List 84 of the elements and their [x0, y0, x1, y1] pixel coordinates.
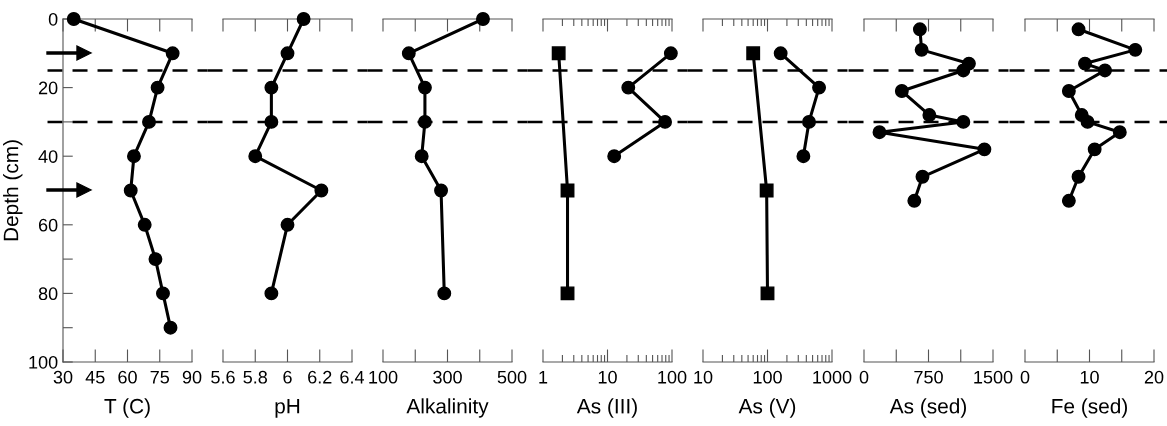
point	[280, 217, 295, 232]
point	[296, 12, 311, 26]
point	[165, 46, 180, 61]
point	[417, 114, 432, 129]
point	[163, 320, 178, 335]
point	[1112, 125, 1127, 140]
point	[1128, 42, 1143, 57]
x-tick-label: 90	[182, 370, 202, 384]
point	[248, 149, 263, 164]
y-tick-label: 60	[38, 218, 58, 232]
point	[915, 169, 930, 184]
point	[150, 80, 165, 95]
x-tick-label: 1	[539, 371, 548, 384]
point	[956, 114, 971, 129]
point	[1098, 63, 1112, 78]
x-tick-label: 10	[598, 370, 617, 384]
point	[914, 42, 929, 57]
point	[437, 286, 452, 301]
point	[280, 46, 295, 61]
y-axis-title: Depth (cm)	[3, 140, 23, 241]
point	[127, 149, 141, 164]
x-tick-label: 5.6	[211, 370, 235, 384]
x-axis-title: pH	[275, 399, 300, 418]
x-tick-label: 6	[283, 370, 292, 384]
x-tick-label: 100	[369, 370, 398, 384]
point	[977, 142, 992, 157]
point	[264, 114, 279, 129]
x-tick-label: 0	[859, 370, 869, 384]
x-tick-label: 10	[694, 370, 713, 384]
point	[401, 46, 416, 61]
point	[264, 286, 279, 301]
point	[123, 183, 138, 198]
x-axis-title: Alkalinity	[406, 398, 489, 418]
x-tick-label: 0	[1020, 370, 1030, 384]
point	[156, 286, 170, 301]
x-axis-title: Fe (sed)	[1052, 398, 1127, 418]
x-tick-label: 300	[433, 370, 462, 384]
x-tick-label: 30	[53, 370, 73, 384]
point	[922, 108, 937, 122]
x-axis-title: As (V)	[738, 398, 796, 418]
point	[907, 193, 922, 208]
point	[476, 12, 490, 26]
x-tick-label: 60	[118, 370, 137, 384]
point	[1071, 169, 1086, 184]
x-tick-label: 1500	[974, 370, 1013, 384]
point	[1080, 114, 1095, 129]
point	[872, 125, 887, 140]
y-tick-label: 20	[38, 81, 58, 95]
point	[142, 114, 156, 129]
x-tick-label: 100	[658, 370, 687, 384]
x-axis-title: As (III)	[576, 398, 637, 418]
point	[1061, 193, 1076, 208]
x-tick-label: 1000	[813, 370, 852, 384]
point	[148, 252, 163, 267]
point	[1087, 142, 1102, 157]
point	[66, 12, 81, 26]
x-tick-label: 750	[914, 370, 943, 384]
point	[956, 63, 971, 78]
x-tick-label: 20	[1144, 370, 1164, 384]
point	[314, 183, 329, 198]
y-tick-label: 80	[38, 287, 58, 301]
point	[894, 84, 909, 98]
point	[417, 80, 432, 95]
point	[912, 22, 927, 37]
point	[434, 183, 448, 198]
point	[414, 149, 429, 164]
x-tick-label: 5.8	[243, 370, 268, 384]
x-axis-title: As (sed)	[889, 398, 966, 418]
y-tick-label: 40	[38, 150, 58, 163]
point	[137, 217, 152, 232]
x-axis-title: T (C)	[104, 398, 150, 418]
point	[1078, 56, 1092, 71]
x-tick-label: 500	[497, 370, 527, 384]
point	[1061, 84, 1076, 98]
point	[264, 80, 279, 95]
y-tick-label: 0	[48, 12, 58, 26]
x-tick-label: 75	[150, 371, 170, 384]
y-tick-label: 100	[29, 355, 58, 369]
point	[1071, 22, 1086, 37]
x-tick-label: 45	[85, 371, 105, 384]
x-tick-label: 6.2	[308, 370, 332, 384]
x-tick-label: 100	[753, 370, 782, 384]
x-tick-label: 6.4	[340, 370, 365, 384]
x-tick-label: 10	[1080, 370, 1099, 384]
